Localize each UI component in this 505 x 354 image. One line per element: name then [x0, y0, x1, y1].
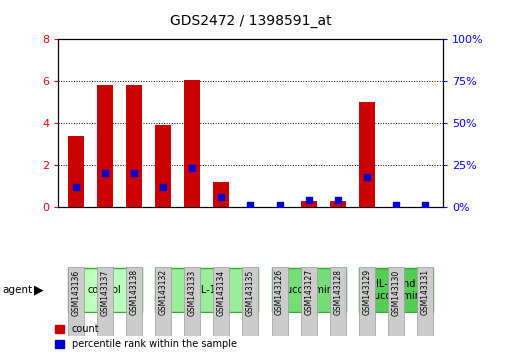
FancyBboxPatch shape — [358, 268, 432, 312]
Point — [188, 166, 196, 171]
Text: GSM143132: GSM143132 — [158, 269, 167, 315]
Bar — [213, 182, 229, 207]
Bar — [358, 102, 374, 207]
Text: GSM143135: GSM143135 — [245, 269, 255, 315]
Point — [362, 174, 370, 180]
Point — [333, 198, 341, 203]
Bar — [300, 201, 316, 207]
Text: GSM143128: GSM143128 — [333, 269, 342, 315]
FancyBboxPatch shape — [300, 267, 316, 336]
FancyBboxPatch shape — [271, 267, 287, 336]
Text: GSM143136: GSM143136 — [71, 269, 80, 315]
Text: control: control — [88, 285, 121, 295]
Point — [391, 202, 399, 208]
FancyBboxPatch shape — [96, 267, 113, 336]
FancyBboxPatch shape — [184, 267, 200, 336]
FancyBboxPatch shape — [213, 267, 229, 336]
Bar — [329, 201, 345, 207]
Text: IL-1: IL-1 — [197, 285, 215, 295]
FancyBboxPatch shape — [358, 267, 374, 336]
Point — [304, 198, 312, 203]
Text: GSM143133: GSM143133 — [187, 269, 196, 315]
FancyBboxPatch shape — [271, 268, 345, 312]
Text: GSM143137: GSM143137 — [100, 269, 109, 315]
Text: GSM143126: GSM143126 — [275, 269, 283, 315]
Point — [130, 171, 138, 176]
FancyBboxPatch shape — [242, 267, 258, 336]
FancyBboxPatch shape — [155, 268, 258, 312]
FancyBboxPatch shape — [126, 267, 142, 336]
Bar — [155, 125, 171, 207]
Point — [420, 202, 428, 208]
Bar — [96, 85, 113, 207]
FancyBboxPatch shape — [68, 267, 83, 336]
Point — [246, 202, 254, 208]
FancyBboxPatch shape — [155, 267, 171, 336]
Text: GSM143127: GSM143127 — [304, 269, 313, 315]
Point — [72, 184, 80, 190]
FancyBboxPatch shape — [387, 267, 403, 336]
Text: IL-1 and
glucosamine: IL-1 and glucosamine — [365, 279, 426, 301]
Bar — [184, 80, 200, 207]
Point — [217, 194, 225, 200]
FancyBboxPatch shape — [68, 268, 142, 312]
Legend: count, percentile rank within the sample: count, percentile rank within the sample — [56, 324, 236, 349]
Point — [100, 171, 109, 176]
Point — [275, 202, 283, 208]
FancyBboxPatch shape — [417, 267, 432, 336]
Text: GSM143138: GSM143138 — [129, 269, 138, 315]
Text: GDS2472 / 1398591_at: GDS2472 / 1398591_at — [169, 14, 331, 28]
FancyBboxPatch shape — [329, 267, 345, 336]
Text: ▶: ▶ — [34, 284, 44, 297]
Text: glucosamine: glucosamine — [277, 285, 339, 295]
Text: GSM143131: GSM143131 — [420, 269, 429, 315]
Text: GSM143134: GSM143134 — [217, 269, 225, 315]
Point — [159, 184, 167, 190]
Text: GSM143129: GSM143129 — [362, 269, 371, 315]
Bar — [68, 136, 83, 207]
Bar — [126, 85, 142, 207]
Text: GSM143130: GSM143130 — [391, 269, 400, 315]
Text: agent: agent — [3, 285, 33, 295]
